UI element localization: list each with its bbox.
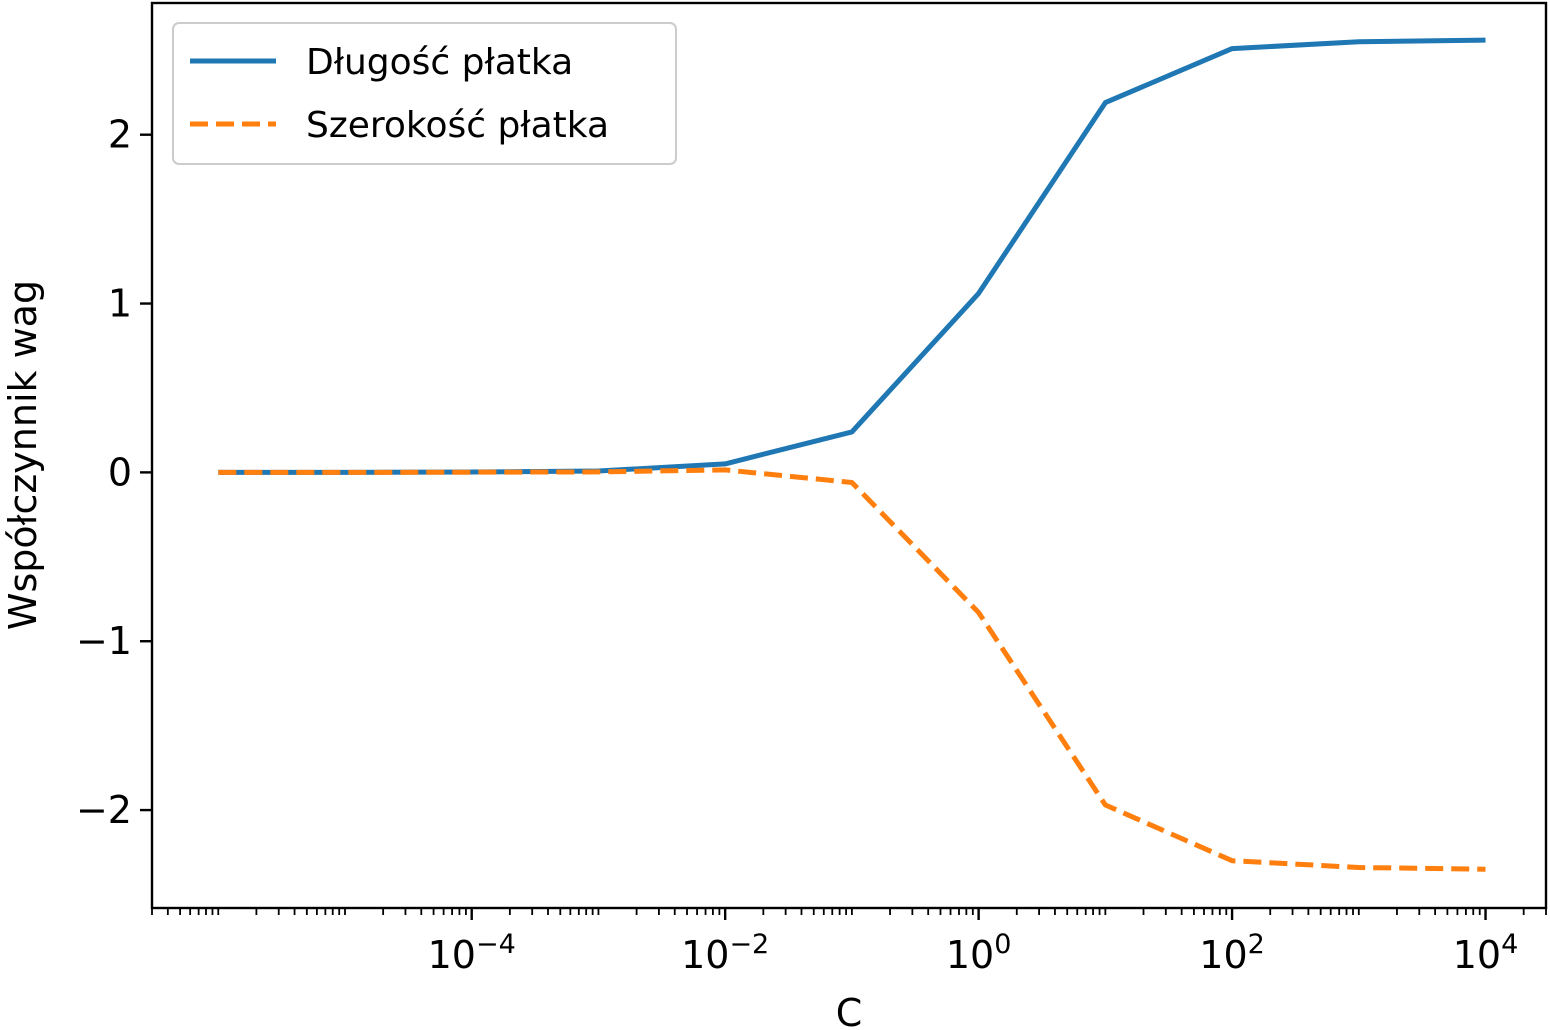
series-lines [218, 37, 1486, 872]
x-tick-label: 10−2 [681, 929, 769, 977]
legend-label-dlugosc: Długość płatka [306, 42, 573, 83]
x-axis-label: C [836, 991, 863, 1030]
y-axis-label: Współczynnik wag [1, 280, 45, 630]
plot-frame [150, 1, 1548, 910]
legend-frame [172, 22, 677, 165]
legend-label-szerokosc: Szerokość płatka [306, 105, 609, 146]
y-tick-label: 1 [108, 282, 132, 326]
x-tick-label: 100 [946, 929, 1012, 977]
legend: Długość płatka Szerokość płatka [172, 22, 677, 165]
x-tick-label: 104 [1453, 929, 1519, 977]
x-tick-label: 102 [1199, 929, 1265, 977]
x-tick-label: 10−4 [428, 929, 516, 977]
y-tick-label: 0 [108, 450, 132, 494]
y-tick-label: −1 [76, 619, 132, 663]
y-tick-label: 2 [108, 113, 132, 157]
y-tick-label: −2 [76, 788, 132, 832]
x-axis-ticks: 10−4 10−2 100 102 104 [151, 908, 1547, 977]
series-line-1 [218, 467, 1486, 872]
y-axis-ticks: 2 1 0 −1 −2 [76, 113, 152, 832]
